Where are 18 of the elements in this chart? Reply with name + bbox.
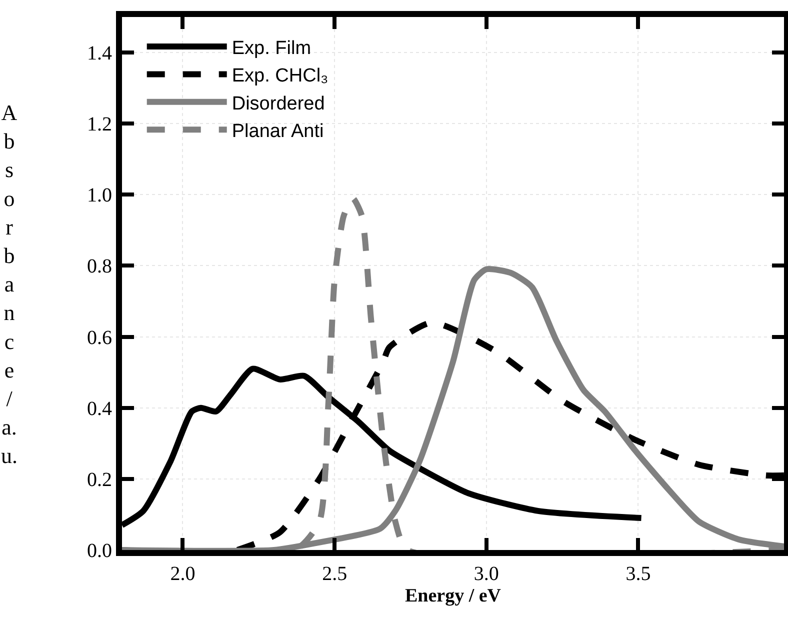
legend-label: Exp. CHCl₃	[232, 66, 328, 87]
y-tick-label: 0.0	[87, 540, 112, 562]
y-tick-label: 1.4	[87, 42, 112, 65]
x-tick-label: 2.0	[170, 563, 196, 585]
legend-label: Exp. Film	[232, 38, 312, 59]
y-tick-label: 0.4	[87, 398, 112, 420]
legend-label: Planar Anti	[232, 121, 324, 142]
y-tick-label: 0.2	[87, 468, 112, 491]
y-tick-label: 0.8	[87, 256, 112, 278]
x-axis-title: Energy / eV	[404, 585, 502, 606]
text: Absorbance / a.u.	[1, 100, 18, 468]
y-tick-label: 1.0	[87, 184, 112, 207]
x-tick-label: 3.0	[474, 563, 499, 585]
x-tick-label: 2.5	[322, 563, 348, 585]
legend-label: Disordered	[232, 93, 325, 114]
y-tick-label: 0.6	[87, 326, 112, 349]
y-tick-label: 1.2	[87, 114, 112, 136]
x-tick-label: 3.5	[626, 563, 651, 585]
